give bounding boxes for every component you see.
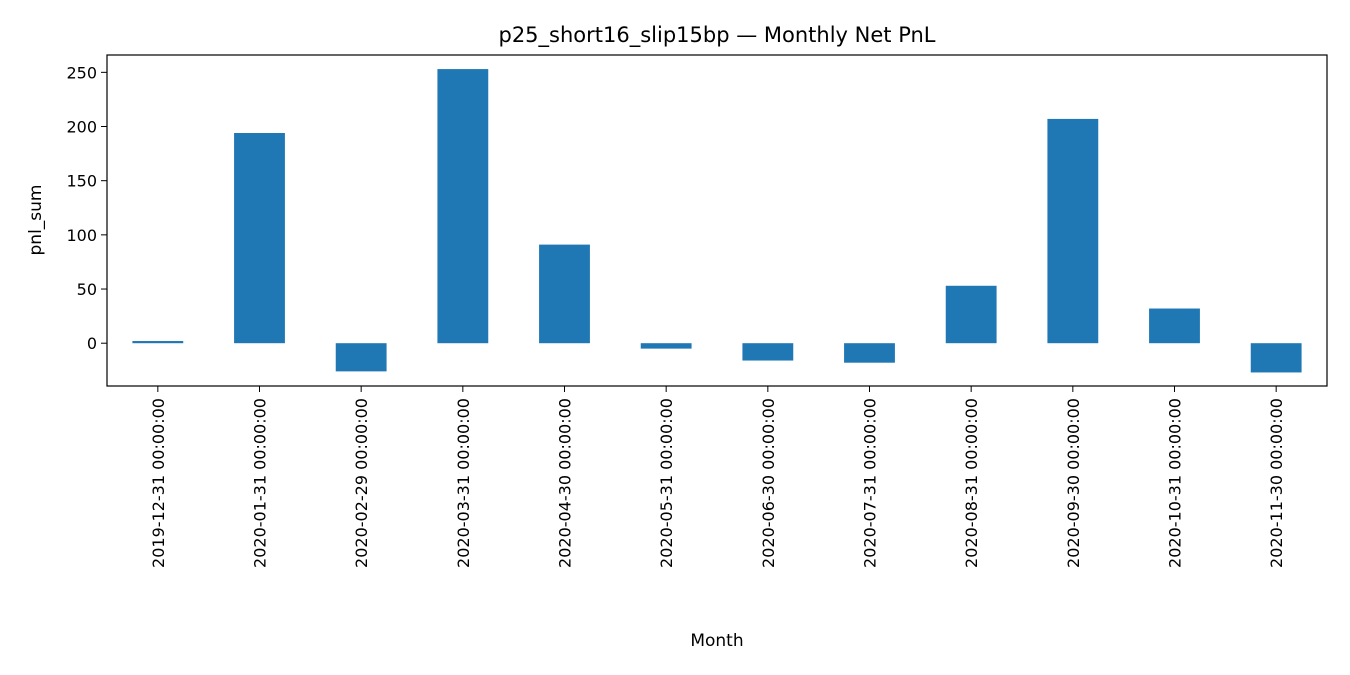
bar-2020-11-30 bbox=[1250, 343, 1302, 373]
bar-2020-09-30 bbox=[1047, 118, 1099, 344]
x-axis-label: Month bbox=[690, 631, 743, 651]
x-tick-label: 2020-01-31 00:00:00 bbox=[251, 398, 270, 568]
x-tick-label: 2020-07-31 00:00:00 bbox=[861, 398, 880, 568]
x-tick-label: 2020-08-31 00:00:00 bbox=[962, 398, 981, 568]
y-axis: 0 50 100 150 200 250 bbox=[66, 63, 107, 353]
x-tick-label: 2020-06-30 00:00:00 bbox=[759, 398, 778, 568]
y-tick-label: 0 bbox=[87, 334, 97, 353]
bar-2020-08-31 bbox=[945, 285, 997, 344]
x-tick-label: 2020-11-30 00:00:00 bbox=[1267, 398, 1286, 568]
bar-2019-12-31 bbox=[132, 341, 184, 344]
bar-2020-03-31 bbox=[437, 69, 489, 344]
bar-series bbox=[132, 69, 1302, 373]
x-tick-label: 2020-04-30 00:00:00 bbox=[556, 398, 575, 568]
bar-2020-04-30 bbox=[539, 244, 590, 344]
plot-frame bbox=[106, 54, 1328, 387]
bar-2020-10-31 bbox=[1149, 308, 1200, 344]
y-tick-label: 250 bbox=[66, 63, 97, 82]
bar-2020-07-31 bbox=[844, 343, 895, 363]
chart-title: p25_short16_slip15bp — Monthly Net PnL bbox=[498, 23, 935, 48]
x-axis: 2019-12-31 00:00:00 2020-01-31 00:00:00 20… bbox=[149, 386, 1286, 568]
bar-2020-06-30 bbox=[742, 343, 794, 361]
bar-2020-02-29 bbox=[335, 343, 387, 372]
bar-2020-05-31 bbox=[640, 343, 692, 349]
y-tick-label: 150 bbox=[66, 172, 97, 191]
y-axis-label: pnl_sum bbox=[26, 185, 46, 256]
x-tick-label: 2020-02-29 00:00:00 bbox=[352, 398, 371, 568]
x-tick-label: 2020-03-31 00:00:00 bbox=[454, 398, 473, 568]
x-tick-label: 2020-10-31 00:00:00 bbox=[1166, 398, 1185, 568]
bar-2020-01-31 bbox=[234, 133, 285, 344]
y-tick-label: 100 bbox=[66, 226, 97, 245]
x-tick-label: 2020-09-30 00:00:00 bbox=[1064, 398, 1083, 568]
x-tick-label: 2019-12-31 00:00:00 bbox=[149, 398, 168, 568]
y-tick-label: 200 bbox=[66, 118, 97, 137]
x-tick-label: 2020-05-31 00:00:00 bbox=[657, 398, 676, 568]
y-tick-label: 50 bbox=[77, 280, 97, 299]
